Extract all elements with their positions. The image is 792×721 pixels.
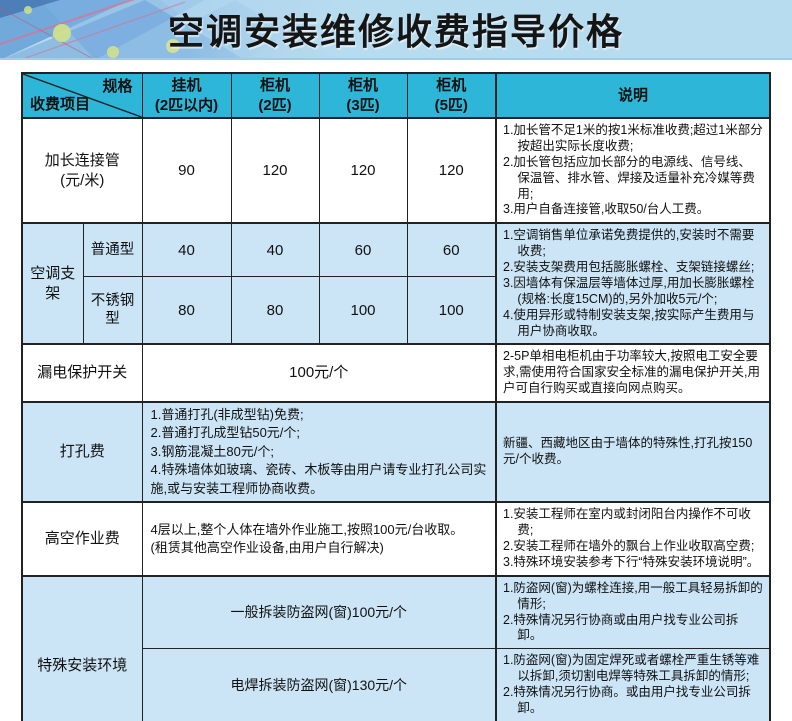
special-env-2-price: 电焊拆装防盗网(窗)130元/个 — [141, 648, 497, 721]
note-line: 3.用户自备连接管,收取50/台人工费。 — [503, 202, 710, 217]
col-sub: (2匹) — [258, 96, 292, 114]
pipe-note: 1.加长管不足1米的按1米标准收费;超过1米部分按超出实际长度收费; 2.加长管… — [495, 116, 771, 224]
row-bracket-normal: 空调支架 普通型 40 40 60 60 1.空调销售单位承诺免费提供的,安装时… — [21, 222, 771, 345]
note-line: 1.防盗网(窗)为螺栓连接,用一般工具轻易拆卸的情形; — [503, 580, 763, 611]
banner-decoration-geometric — [0, 0, 340, 58]
special-env-1-price: 一般拆装防盗网(窗)100元/个 — [141, 574, 497, 650]
title-banner: 空调安装维修收费指导价格 — [0, 0, 792, 60]
note-line: 1.防盗网(窗)为固定焊死或者螺栓严重生锈等难以拆卸,须切割电焊等特殊工具拆卸的… — [503, 653, 760, 684]
label-main: 加长连接管 — [44, 152, 120, 170]
note-line: 1.空调销售单位承诺免费提供的,安装时不需要收费; — [503, 228, 755, 259]
special-env-2-note: 1.防盗网(窗)为固定焊死或者螺栓严重生锈等难以拆卸,须切割电焊等特殊工具拆卸的… — [495, 648, 771, 721]
bracket-type-normal: 普通型 — [82, 222, 143, 278]
special-env-1-note: 1.防盗网(窗)为螺栓连接,用一般工具轻易拆卸的情形; 2.特殊情况另行协商或由… — [495, 574, 771, 650]
header-corner-cell: 规格 收费项目 — [21, 72, 143, 119]
bracket-type-stainless: 不锈钢型 — [82, 276, 143, 345]
high-work-price: 4层以上,整个人体在墙外作业施工,按照100元/台收取。 (租赁其他高空作业设备… — [141, 501, 497, 577]
table-header-row: 规格 收费项目 挂机 (2匹以内) 柜机 (2匹) 柜机 (3匹) 柜机 (5匹… — [21, 72, 771, 119]
note-line: 4.使用异形或特制安装支架,按实际产生费用与用户协商收取。 — [503, 307, 755, 338]
note-line: 2.安装工程师在墙外的飘台上作业收取高空费; — [503, 539, 755, 554]
header-spec-label: 规格 — [102, 78, 133, 95]
breaker-note: 2-5P单相电柜机由于功率较大,按照电工安全要求,需使用符合国家安全标准的漏电保… — [495, 343, 771, 403]
bracket-stainless-cab2: 80 — [230, 276, 320, 345]
note-line: 2.安装支架费用包括膨胀螺栓、支架链接螺丝; — [503, 260, 755, 274]
price-line: 4层以上,整个人体在墙外作业施工,按照100元/台收取。 — [150, 521, 464, 537]
bracket-stainless-cab5: 100 — [406, 276, 497, 345]
note-line: 3.特殊环境安装参考下行“特殊安装环境说明”。 — [503, 554, 760, 569]
bracket-normal-cab2: 40 — [230, 222, 320, 278]
pipe-price-wall: 90 — [141, 116, 232, 224]
row-label-bracket: 空调支架 — [21, 222, 84, 345]
header-col-wall-mounted: 挂机 (2匹以内) — [141, 72, 232, 119]
drilling-note: 新疆、西藏地区由于墙体的特殊性,打孔按150元/个收费。 — [495, 400, 771, 503]
diagonal-divider — [23, 74, 141, 117]
row-special-env-1: 特殊安装环境 一般拆装防盗网(窗)100元/个 1.防盗网(窗)为螺栓连接,用一… — [21, 574, 771, 721]
col-name: 挂机 — [171, 77, 202, 94]
note-line: 2.特殊情况另行协商。或由用户找专业公司拆卸。 — [503, 685, 751, 715]
bracket-normal-cab5: 60 — [406, 222, 497, 278]
row-high-altitude-fee: 高空作业费 4层以上,整个人体在墙外作业施工,按照100元/台收取。 (租赁其他… — [21, 501, 771, 577]
price-line: 1.普通打孔(非成型钻)免费; — [150, 407, 304, 422]
row-drilling-fee: 打孔费 1.普通打孔(非成型钻)免费; 2.普通打孔成型钻50元/个; 3.钢筋… — [21, 400, 771, 503]
col-name: 柜机 — [436, 77, 467, 94]
col-sub: (2匹以内) — [154, 96, 219, 114]
col-name: 柜机 — [259, 77, 290, 94]
price-line: 2.普通打孔成型钻50元/个; — [150, 425, 301, 441]
breaker-price: 100元/个 — [141, 343, 497, 403]
col-sub: (5匹) — [434, 96, 468, 114]
label-unit: (元/米) — [60, 171, 105, 189]
col-name: 柜机 — [347, 77, 378, 94]
bracket-stainless-wall: 80 — [141, 276, 232, 345]
pipe-price-cab5: 120 — [406, 116, 497, 224]
header-note-label: 说明 — [495, 72, 771, 119]
row-label-drilling: 打孔费 — [21, 400, 143, 503]
header-item-label: 收费项目 — [30, 95, 91, 113]
row-label-breaker: 漏电保护开关 — [21, 343, 143, 403]
page-title: 空调安装维修收费指导价格 — [167, 11, 624, 52]
pipe-price-cab3: 120 — [318, 116, 408, 224]
note-line: 2.特殊情况另行协商或由用户找专业公司拆卸。 — [503, 612, 739, 643]
header-col-cabinet-2p: 柜机 (2匹) — [230, 72, 320, 119]
note-line: 新疆、西藏地区由于墙体的特殊性,打孔按150元/个收费。 — [503, 436, 753, 467]
row-leakage-breaker: 漏电保护开关 100元/个 2-5P单相电柜机由于功率较大,按照电工安全要求,需… — [21, 343, 771, 403]
price-line: 3.钢筋混凝土80元/个; — [150, 443, 275, 459]
header-col-cabinet-3p: 柜机 (3匹) — [318, 72, 408, 119]
bracket-note: 1.空调销售单位承诺免费提供的,安装时不需要收费; 2.安装支架费用包括膨胀螺栓… — [495, 222, 771, 345]
drilling-price-list: 1.普通打孔(非成型钻)免费; 2.普通打孔成型钻50元/个; 3.钢筋混凝土8… — [141, 400, 497, 503]
row-special-env-2: 电焊拆装防盗网(窗)130元/个 1.防盗网(窗)为固定焊死或者螺栓严重生锈等难… — [22, 648, 771, 721]
note-line: 1.安装工程师在室内或封闭阳台内操作不可收费; — [503, 507, 751, 538]
high-work-note: 1.安装工程师在室内或封闭阳台内操作不可收费; 2.安装工程师在墙外的飘台上作业… — [495, 501, 771, 577]
row-label-high-work: 高空作业费 — [21, 501, 143, 577]
note-line: 1.加长管不足1米的按1米标准收费;超过1米部分按超出实际长度收费; — [503, 123, 763, 153]
pipe-price-cab2: 120 — [230, 116, 320, 224]
price-line: 4.特殊墙体如玻璃、瓷砖、木板等由用户请专业打孔公司实施,或与安装工程师协商收费… — [150, 462, 487, 496]
row-label-special-env: 特殊安装环境 — [21, 574, 143, 721]
note-line: 2.加长管包括应加长部分的电源线、信号线、保温管、排水管、焊接及适量补充冷媒等费… — [503, 154, 755, 201]
bracket-stainless-cab3: 100 — [318, 276, 408, 345]
price-table: 规格 收费项目 挂机 (2匹以内) 柜机 (2匹) 柜机 (3匹) 柜机 (5匹… — [21, 72, 771, 721]
row-extension-pipe: 加长连接管 (元/米) 90 120 120 120 1.加长管不足1米的按1米… — [21, 116, 771, 224]
price-line: (租赁其他高空作业设备,由用户自行解决) — [150, 540, 384, 556]
header-col-cabinet-5p: 柜机 (5匹) — [406, 72, 497, 119]
row-bracket-stainless: 不锈钢型 80 80 100 100 — [22, 276, 770, 345]
note-line: 3.因墙体有保温层等墙体过厚,用加长膨胀螺栓(规格:长度15CM)的,另外加收5… — [503, 275, 755, 306]
row-label-extension-pipe: 加长连接管 (元/米) — [21, 116, 143, 224]
bracket-normal-wall: 40 — [141, 222, 232, 278]
col-sub: (3匹) — [346, 96, 380, 114]
bracket-normal-cab3: 60 — [318, 222, 408, 278]
note-line: 2-5P单相电柜机由于功率较大,按照电工安全要求,需使用符合国家安全标准的漏电保… — [503, 349, 760, 396]
